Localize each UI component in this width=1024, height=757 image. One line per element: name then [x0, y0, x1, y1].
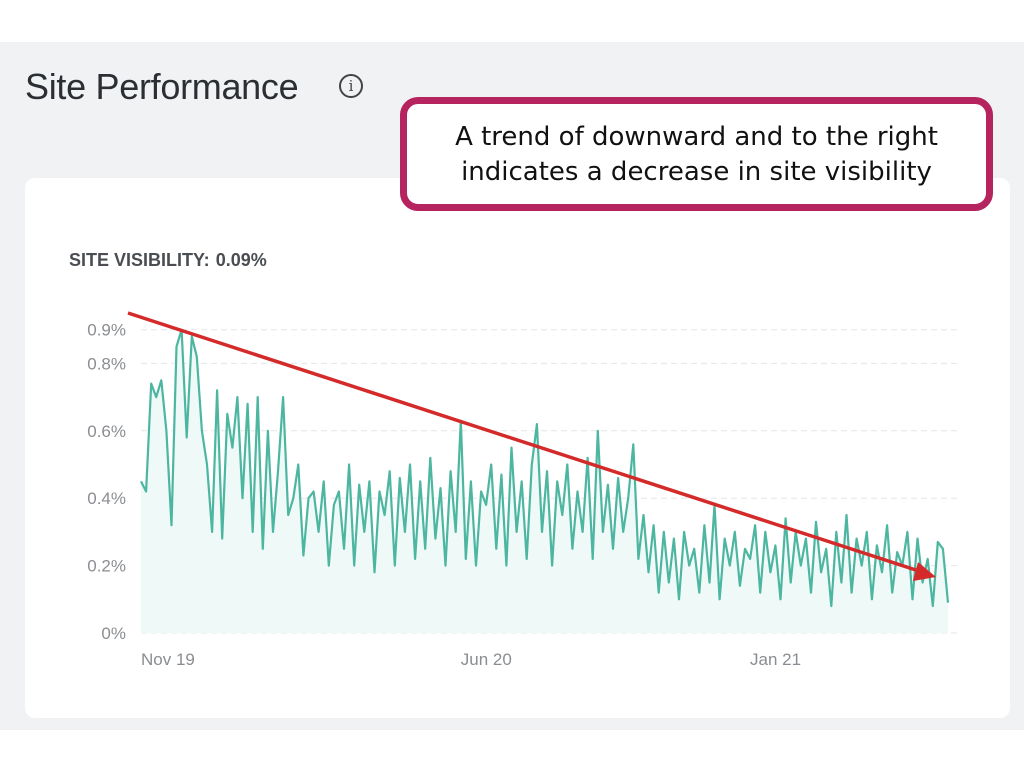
metric-value: 0.09% — [215, 250, 267, 270]
callout-line-2: indicates a decrease in site visibility — [461, 157, 932, 187]
y-tick-label: 0.8% — [87, 354, 126, 373]
y-tick-label: 0.6% — [87, 422, 126, 441]
y-tick-label: 0.2% — [87, 557, 126, 576]
info-circle-icon[interactable]: i — [339, 74, 363, 98]
annotation-callout: A trend of downward and to the right ind… — [400, 97, 993, 211]
y-tick-label: 0.4% — [87, 489, 126, 508]
metric-label: SITE VISIBILITY: — [69, 250, 210, 270]
trend-arrow-line — [127, 311, 923, 574]
y-tick-label: 0.9% — [87, 321, 126, 340]
page-title: Site Performance — [25, 66, 299, 107]
site-visibility-metric: SITE VISIBILITY: 0.09% — [69, 250, 267, 271]
area-fill — [141, 329, 948, 633]
x-tick-label: Jan 21 — [750, 650, 801, 669]
callout-line-1: A trend of downward and to the right — [455, 122, 938, 152]
x-tick-label: Nov 19 — [141, 650, 195, 669]
series-line — [140, 328, 950, 608]
trend-arrow-head-icon — [913, 562, 936, 581]
x-tick-label: Jun 20 — [461, 650, 512, 669]
y-tick-label: 0% — [101, 624, 126, 643]
